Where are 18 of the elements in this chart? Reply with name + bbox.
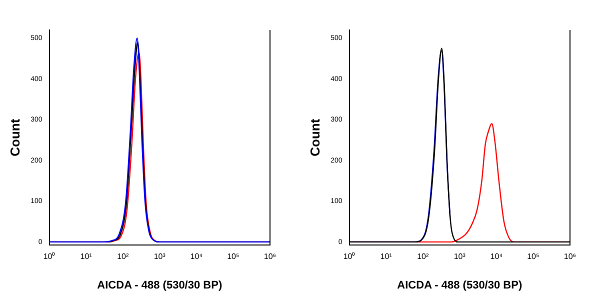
x-tick-label: 10² [417,252,429,262]
x-tick-label: 10³ [154,252,166,262]
x-axis-title: AICDA - 488 (530/30 BP) [97,279,222,292]
x-tick-label: 10⁰ [343,252,356,262]
x-tick-label: 10³ [454,252,466,262]
x-tick-label: 10⁴ [190,252,204,262]
x-tick-label: 10¹ [380,252,392,262]
x-tick-label: 10⁶ [264,252,276,262]
x-tick-label: 10⁵ [527,252,540,262]
x-tick-label: 10¹ [80,252,92,262]
y-axis-title: Count [7,118,22,156]
x-tick-label: 10⁰ [43,252,56,262]
x-tick-label: 10⁶ [564,252,576,262]
x-tick-label: 10⁵ [227,252,240,262]
x-axis-title: AICDA - 488 (530/30 BP) [397,279,522,292]
x-tick-label: 10⁴ [490,252,504,262]
x-tick-label: 10² [117,252,129,262]
y-axis-title: Count [307,118,322,156]
